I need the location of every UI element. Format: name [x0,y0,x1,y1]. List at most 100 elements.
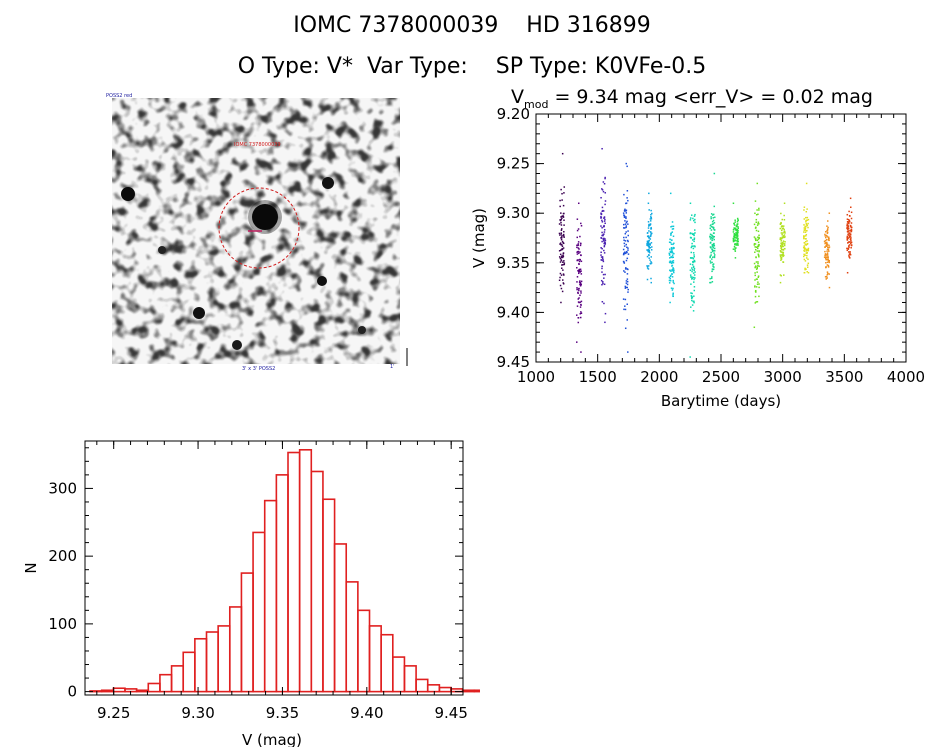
lc-point [600,217,602,219]
lc-point [670,274,672,277]
hist-ytick-label: 200 [48,547,77,565]
histogram-bar [263,499,278,693]
lc-point [694,277,696,279]
lc-point [577,250,580,253]
lc-point [604,200,607,202]
lc-point [692,276,695,279]
lc-point [601,283,603,286]
lc-point [647,241,650,244]
lc-point [711,239,714,242]
lc-point [712,235,714,238]
lc-point [693,259,696,262]
lc-point [691,278,693,280]
sky-finder-image: POSS2 red IOMC 7378000039 3' x 3' POSS2 … [102,90,408,372]
lc-point [736,217,739,220]
lc-point [826,231,829,234]
lc-point [670,243,673,245]
lc-point [669,238,671,241]
lc-point [691,270,693,273]
lc-point [848,219,851,222]
lc-point [626,286,628,289]
lc-point [673,269,675,272]
lc-point [781,225,784,227]
lc-point [646,255,649,258]
hist-ytick-label: 0 [67,683,77,701]
lc-point [559,284,562,287]
lc-point [828,286,831,289]
lc-point [601,300,604,303]
lc-point [559,272,562,275]
lc-point [690,251,693,254]
lc-point [647,268,650,270]
lc-point [578,301,580,304]
lc-point [602,233,605,236]
lc-point [650,218,653,220]
lc-point [713,172,716,175]
lc-point [737,244,739,246]
lc-point [758,209,760,211]
lc-point [647,240,650,242]
lc-point [601,147,603,150]
lc-point [602,259,604,261]
lc-point [779,254,782,256]
lc-ytick-label: 9.30 [497,204,530,222]
lc-point [735,237,737,239]
lc-point [576,305,579,307]
lc-point [648,224,651,227]
lc-point [601,267,603,270]
histogram-bar [322,498,336,693]
lc-point [602,181,605,183]
lc-point [559,257,562,260]
lc-point [826,241,828,244]
lc-point [850,206,852,208]
lc-point [626,246,628,249]
finder-object-label: IOMC 7378000039 [234,142,281,148]
lc-point [671,276,674,278]
lc-point [782,242,784,244]
lc-point [758,286,760,289]
lc-point [713,247,716,250]
lc-point [711,276,713,278]
lc-point [756,271,758,273]
lc-point [577,317,580,319]
lc-point [627,247,629,249]
lc-point [846,226,848,229]
lc-point [648,237,651,239]
lc-point [710,281,712,284]
lc-point [624,286,627,289]
lc-point [601,188,603,190]
lc-point [691,239,694,241]
lc-point [712,213,715,216]
lc-point [694,260,696,263]
histogram-bar [170,665,185,693]
lc-point [560,301,562,304]
lc-point [709,260,712,262]
lc-point [805,225,807,228]
lc-point [849,251,851,253]
lc-point [600,279,603,282]
lc-point [623,210,626,212]
lc-point [693,274,696,276]
lc-point [691,257,694,259]
lc-point [824,250,826,253]
lc-ytick-label: 9.25 [497,155,530,173]
lc-point [669,279,672,282]
lc-point [824,236,827,239]
lc-point [825,242,827,244]
lc-point [804,240,807,243]
lc-point [780,232,783,234]
lc-point [757,262,759,265]
lc-point [576,218,579,220]
lc-point [755,226,757,229]
lc-point [563,186,566,188]
lc-point [602,238,605,241]
lc-point [826,229,829,231]
lc-point [805,219,807,222]
lc-point [560,237,562,239]
lc-point [753,236,756,238]
lc-point [848,255,850,257]
lc-point [806,264,809,266]
lc-point [648,192,650,195]
lc-point [577,321,580,324]
histogram-bar [182,651,196,693]
